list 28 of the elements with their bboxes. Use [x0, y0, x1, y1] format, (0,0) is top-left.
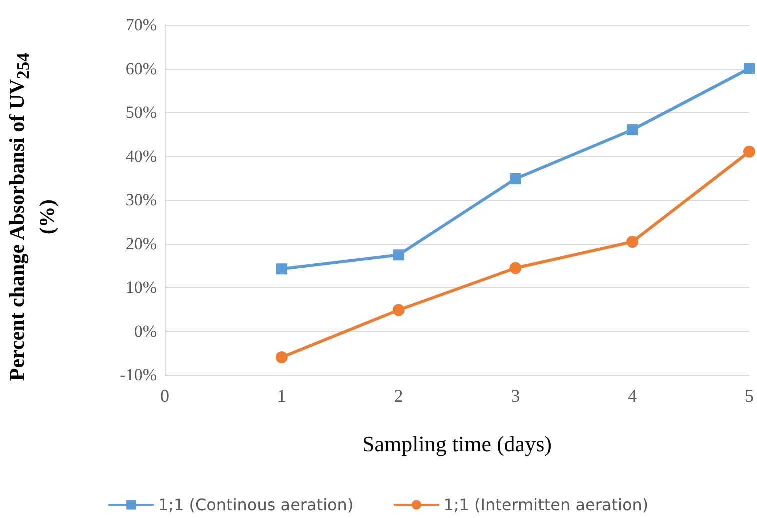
point [627, 124, 638, 136]
point [744, 63, 755, 74]
x-axis-title: Sampling time (days) [362, 432, 552, 456]
y-tick-label: 60% [126, 59, 157, 78]
x-tick-label: 3 [511, 386, 520, 406]
point [626, 236, 639, 248]
y-tick-label: 0% [134, 322, 157, 341]
x-tick-label: 4 [628, 386, 638, 406]
y-tick-label: 40% [126, 146, 157, 166]
point [392, 304, 405, 316]
point [276, 264, 288, 275]
point [510, 262, 522, 274]
x-tick-label: 5 [745, 386, 754, 406]
x-tick-label: 1 [277, 386, 286, 406]
y-tick-label: 10% [126, 278, 157, 297]
y-tick-label: 20% [126, 234, 157, 254]
point [276, 352, 288, 364]
legend-label: 1;1 (Continous aeration) [158, 496, 354, 514]
point [510, 174, 522, 184]
point [393, 250, 404, 261]
y-tick-label: -10% [120, 366, 157, 384]
y-tick-label: 70% [126, 16, 157, 34]
y-tick-label: 30% [126, 190, 157, 210]
x-tick-label: 2 [394, 386, 404, 406]
legend-label: 1;1 (Intermitten aeration) [444, 496, 649, 514]
point [744, 146, 756, 158]
y-tick-label: 50% [126, 103, 157, 122]
x-tick-label: 0 [160, 386, 170, 406]
